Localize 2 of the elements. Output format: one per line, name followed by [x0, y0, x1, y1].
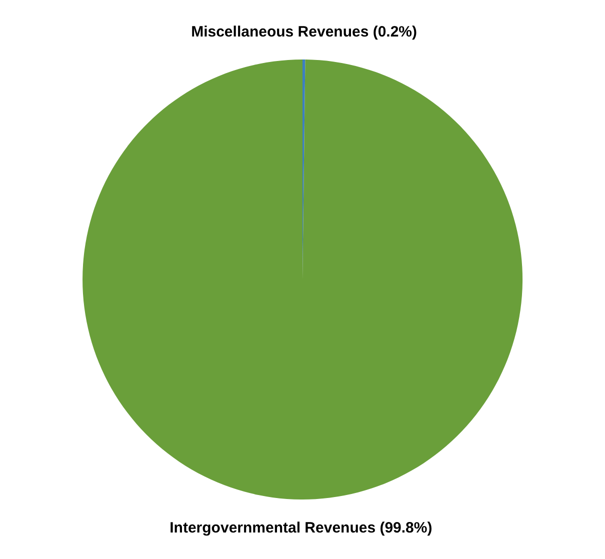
slice-label: Intergovernmental Revenues (99.8%) [170, 519, 432, 536]
slice-label: Miscellaneous Revenues (0.2%) [191, 24, 418, 41]
